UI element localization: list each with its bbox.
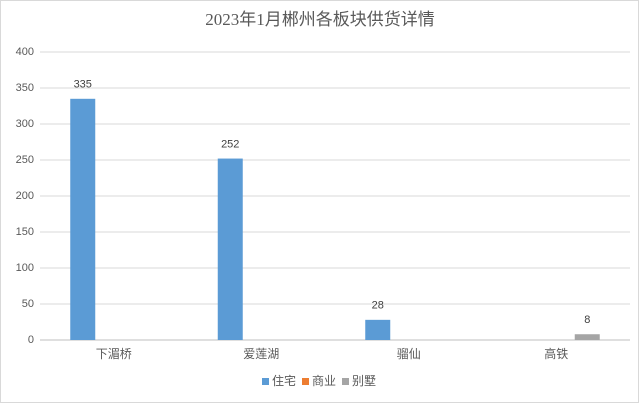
data-label: 335 xyxy=(74,79,92,91)
legend-swatch xyxy=(342,378,349,385)
legend-swatch xyxy=(302,378,309,385)
y-tick-label: 100 xyxy=(16,262,34,274)
y-tick-label: 0 xyxy=(28,334,34,346)
bar xyxy=(574,334,600,340)
data-label: 252 xyxy=(221,138,239,150)
data-label: 8 xyxy=(584,314,590,326)
legend-label: 商业 xyxy=(312,373,336,388)
x-tick-label: 骝仙 xyxy=(397,347,421,361)
y-tick-label: 300 xyxy=(16,118,34,130)
x-tick-label: 下湄桥 xyxy=(96,347,132,361)
y-tick-label: 400 xyxy=(16,46,34,58)
x-tick-label: 高铁 xyxy=(544,346,568,361)
y-tick-label: 150 xyxy=(16,226,34,238)
data-label: 28 xyxy=(372,300,384,312)
x-tick-label: 爱莲湖 xyxy=(243,346,279,361)
y-tick-label: 250 xyxy=(16,154,34,166)
legend-label: 住宅 xyxy=(272,373,296,388)
bar xyxy=(365,319,391,340)
bar xyxy=(217,158,243,340)
y-tick-label: 200 xyxy=(16,190,34,202)
chart-title: 2023年1月郴州各板块供货详情 xyxy=(205,10,435,29)
bar xyxy=(70,98,96,340)
legend-swatch xyxy=(262,378,269,385)
legend-label: 别墅 xyxy=(352,374,376,388)
y-tick-label: 50 xyxy=(22,298,34,310)
y-tick-label: 350 xyxy=(16,82,34,94)
